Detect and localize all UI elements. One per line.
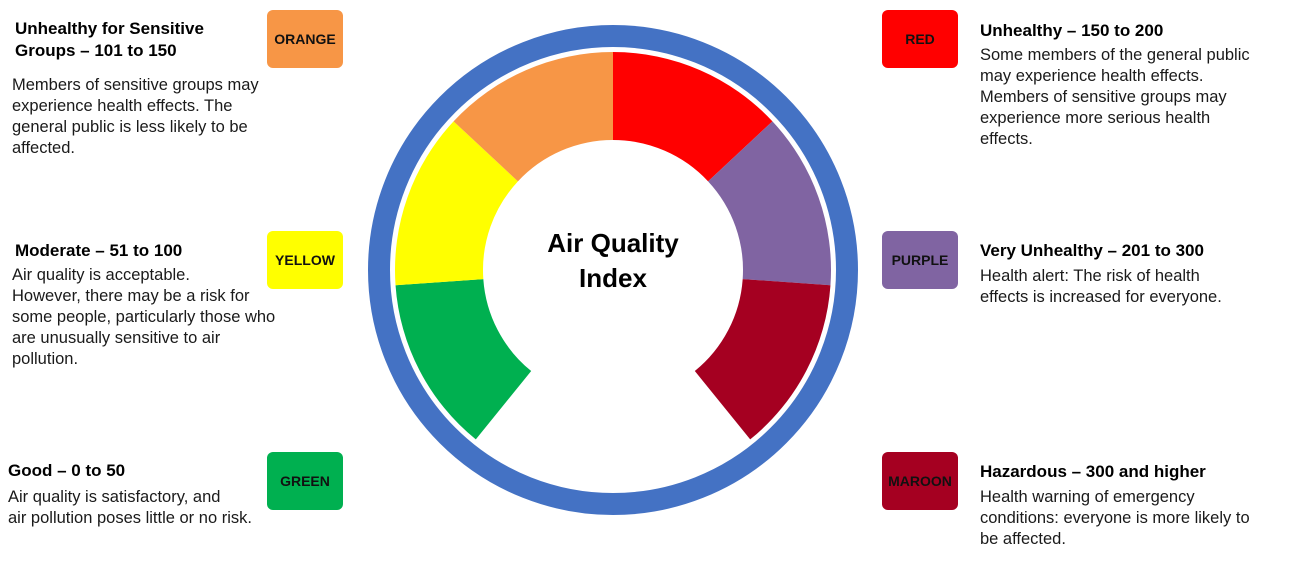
description-line: are unusually sensitive to air bbox=[12, 329, 221, 347]
level-description: Air quality is satisfactory, and air poll… bbox=[8, 487, 252, 529]
description-line: Health warning of emergency bbox=[980, 488, 1195, 506]
color-badge: GREEN bbox=[267, 452, 343, 510]
color-badge: PURPLE bbox=[882, 231, 958, 289]
description-line: may experience health effects. bbox=[980, 67, 1204, 85]
level-description: Health warning of emergency conditions: e… bbox=[980, 487, 1250, 550]
ring-segment bbox=[395, 279, 532, 440]
description-line: Members of sensitive groups may bbox=[980, 88, 1227, 106]
level-description: Health alert: The risk of health effects … bbox=[980, 266, 1222, 308]
center-title: Air Quality Index bbox=[547, 228, 679, 293]
level-description: Air quality is acceptable. However, there… bbox=[12, 265, 275, 370]
color-badge: ORANGE bbox=[267, 10, 343, 68]
level-heading: Moderate – 51 to 100 bbox=[15, 240, 182, 262]
description-line: Health alert: The risk of health bbox=[980, 267, 1200, 285]
description-line: affected. bbox=[12, 139, 75, 157]
heading-line: Unhealthy – 150 to 200 bbox=[980, 21, 1164, 40]
description-line: conditions: everyone is more likely to bbox=[980, 509, 1250, 527]
ring-segment bbox=[694, 279, 831, 440]
outer-ring bbox=[368, 25, 858, 515]
level-heading: Unhealthy – 150 to 200 bbox=[980, 20, 1163, 42]
color-badge: MAROON bbox=[882, 452, 958, 510]
heading-line: Groups – 101 to 150 bbox=[15, 41, 177, 60]
heading-line: Very Unhealthy – 201 to 300 bbox=[980, 241, 1204, 260]
description-line: effects. bbox=[980, 130, 1033, 148]
description-line: effects is increased for everyone. bbox=[980, 288, 1222, 306]
level-heading: Hazardous – 300 and higher bbox=[980, 461, 1206, 483]
ring-segment bbox=[613, 52, 773, 182]
description-line: general public is less likely to be bbox=[12, 118, 248, 136]
ring-segment bbox=[453, 52, 613, 182]
description-line: experience more serious health bbox=[980, 109, 1211, 127]
level-heading: Very Unhealthy – 201 to 300 bbox=[980, 240, 1204, 262]
heading-line: Unhealthy for Sensitive bbox=[15, 19, 204, 38]
description-line: some people, particularly those who bbox=[12, 308, 276, 326]
description-line: Air quality is satisfactory, and bbox=[8, 488, 221, 506]
description-line: Air quality is acceptable. bbox=[12, 266, 190, 284]
color-badge: RED bbox=[882, 10, 958, 68]
ring-segment bbox=[708, 121, 831, 286]
description-line: air pollution poses little or no risk. bbox=[8, 509, 252, 527]
heading-line: Hazardous – 300 and higher bbox=[980, 462, 1206, 481]
heading-line: Good – 0 to 50 bbox=[8, 461, 126, 480]
level-description: Members of sensitive groups may experienc… bbox=[12, 75, 259, 159]
ring-segment bbox=[395, 121, 518, 286]
description-line: be affected. bbox=[980, 530, 1066, 548]
description-line: However, there may be a risk for bbox=[12, 287, 250, 305]
description-line: experience health effects. The bbox=[12, 97, 233, 115]
color-badge: YELLOW bbox=[267, 231, 343, 289]
description-line: pollution. bbox=[12, 350, 79, 368]
level-heading: Unhealthy for Sensitive Groups – 101 to 1… bbox=[15, 18, 204, 62]
level-heading: Good – 0 to 50 bbox=[8, 460, 125, 482]
level-description: Some members of the general public may ex… bbox=[980, 45, 1250, 150]
description-line: Some members of the general public bbox=[980, 46, 1250, 64]
heading-line: Moderate – 51 to 100 bbox=[15, 241, 183, 260]
description-line: Members of sensitive groups may bbox=[12, 76, 259, 94]
